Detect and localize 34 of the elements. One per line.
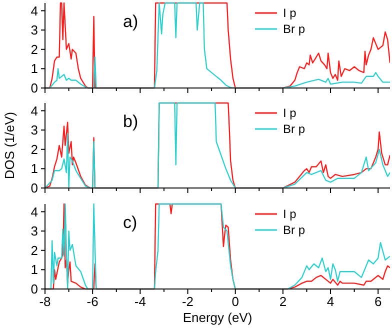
y-tick-label: 1: [30, 161, 38, 176]
y-tick-label: 0: [30, 282, 38, 297]
annotation: b): [123, 112, 138, 131]
x-tick-label: -8: [39, 294, 51, 309]
x-tick-label: 2: [279, 294, 287, 309]
y-tick-label: 2: [30, 142, 38, 157]
x-tick-label: 0: [232, 294, 239, 309]
legend-label: I p: [283, 6, 297, 20]
y-tick-label: 4: [30, 204, 38, 220]
x-tick-label: 4: [326, 294, 334, 309]
y-tick-label: 4: [30, 103, 38, 118]
legend-label: Br p: [283, 22, 306, 36]
y-tick-label: 3: [30, 224, 38, 239]
legend-label: Br p: [283, 223, 306, 238]
y-tick-label: 3: [30, 122, 38, 138]
x-tick-label: -6: [86, 294, 98, 309]
x-tick-label: -4: [134, 294, 146, 309]
legend-label: Br p: [283, 122, 306, 136]
x-tick-label: -2: [182, 294, 194, 309]
legend-label: I p: [283, 106, 297, 120]
y-tick-label: 0: [30, 80, 38, 96]
y-tick-label: 2: [30, 242, 38, 258]
y-tick-label: 0: [30, 180, 38, 196]
y-axis-title: DOS (1/eV): [2, 112, 17, 180]
y-tick-label: 1: [30, 61, 38, 76]
annotation: c): [123, 213, 138, 232]
y-tick-label: 2: [30, 42, 38, 57]
annotation: a): [123, 12, 138, 31]
y-tick-label: 1: [30, 262, 38, 278]
x-tick-label: 6: [374, 294, 382, 309]
legend-label: I p: [283, 207, 297, 222]
y-tick-label: 4: [30, 3, 38, 18]
y-tick-label: 3: [30, 22, 38, 38]
x-axis-title: Energy (eV): [182, 310, 252, 325]
